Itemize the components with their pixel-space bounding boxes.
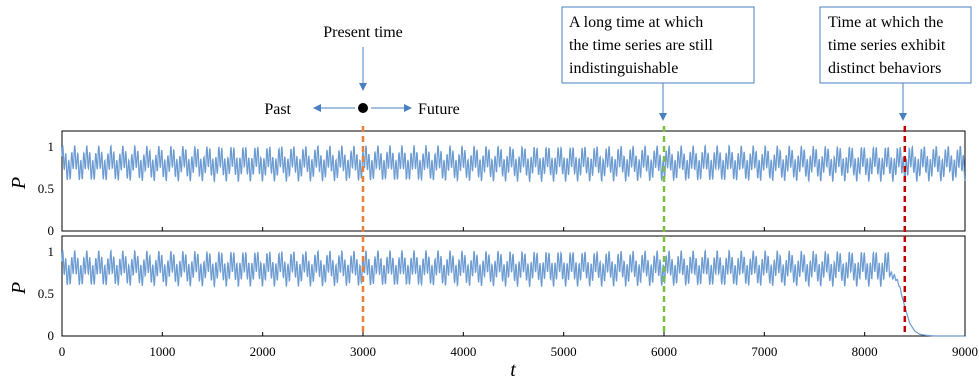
x-tick-label: 9000: [952, 344, 978, 359]
top-ytick-1: 1: [48, 139, 55, 154]
future-label: Future: [418, 101, 460, 118]
x-tick-label: 7000: [751, 344, 777, 359]
past-label: Past: [264, 101, 291, 118]
top-series-group: [61, 144, 966, 184]
x-tick-label: 3000: [350, 344, 376, 359]
bottom-series-line: [61, 249, 965, 337]
present-point: [358, 103, 368, 113]
indistinguishable-line-2: the time series are still: [569, 37, 714, 54]
bottom-ytick-05: 0.5: [38, 286, 54, 301]
top-ytick-05: 0.5: [38, 181, 54, 196]
top-panel-frame: [61, 130, 966, 232]
bottom-ylabel: P: [8, 282, 30, 295]
top-series-line: [61, 144, 966, 184]
indistinguishable-line-1: A long time at which: [569, 14, 703, 31]
indistinguishable-annotation-box: [561, 6, 755, 84]
bottom-ytick-1: 1: [48, 244, 55, 259]
top-ylabel: P: [8, 177, 30, 190]
distinct-line-1: Time at which the: [828, 14, 943, 31]
x-tick-label: 6000: [651, 344, 677, 359]
x-tick-label: 1000: [149, 344, 175, 359]
x-tick-label: 8000: [852, 344, 878, 359]
distinct-line-3: distinct behaviors: [828, 60, 941, 77]
x-tick-label: 5000: [551, 344, 577, 359]
bottom-ytick-0: 0: [48, 328, 55, 343]
x-axis-label: t: [510, 359, 516, 381]
distinct-line-2: time series exhibit: [828, 37, 946, 54]
bottom-panel-frame: [61, 235, 966, 337]
indistinguishable-line-3: indistinguishable: [569, 60, 678, 77]
top-ytick-0: 0: [48, 223, 55, 238]
x-tick-label: 0: [59, 344, 66, 359]
x-tick-label: 4000: [450, 344, 476, 359]
present-time-label: Present time: [323, 24, 403, 41]
x-tick-label: 2000: [250, 344, 276, 359]
marker-lines: [361, 126, 907, 336]
distinct-annotation-box: [819, 6, 972, 84]
bottom-series-group: [61, 249, 965, 337]
x-tick-labels: 0 1000 2000 3000 4000 5000 6000 7000 8000 9000: [59, 227, 978, 359]
